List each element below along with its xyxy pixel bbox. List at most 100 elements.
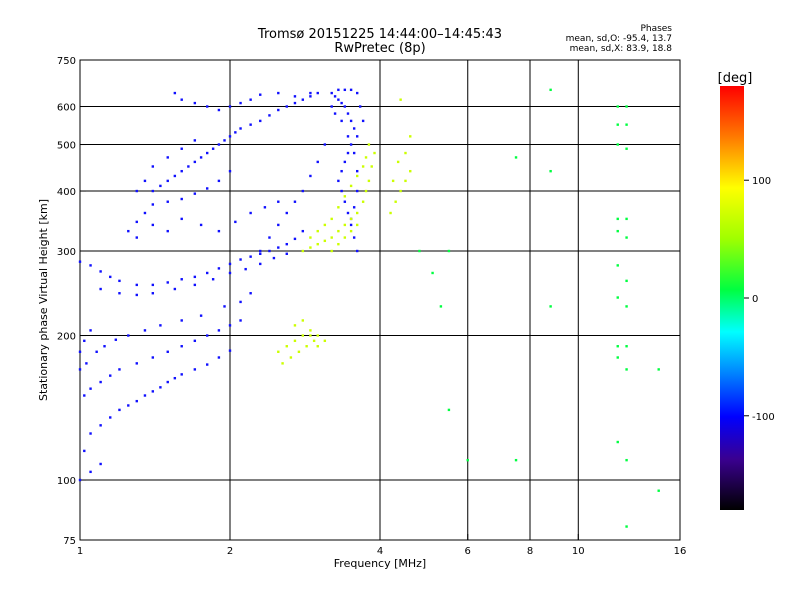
colorbar-tick-label: -100 [752, 412, 775, 423]
data-point [166, 179, 169, 183]
data-point [99, 270, 102, 273]
data-point [323, 239, 327, 243]
y-axis-label: Stationary phase Virtual Height [km] [37, 199, 50, 401]
data-point [217, 329, 221, 332]
data-point [343, 88, 347, 92]
data-point [239, 319, 242, 322]
data-point [159, 324, 162, 327]
data-point [330, 105, 333, 108]
data-point [143, 394, 147, 397]
y-tick-label: 750 [57, 56, 76, 67]
data-point [285, 345, 288, 348]
data-point [249, 123, 252, 126]
data-point [187, 165, 190, 168]
data-point [616, 229, 619, 233]
data-point [277, 350, 280, 353]
data-point [316, 334, 319, 337]
data-point [99, 462, 102, 466]
data-point [228, 169, 232, 173]
data-point [289, 356, 293, 359]
data-point [143, 329, 147, 332]
data-point [343, 200, 347, 203]
data-point [135, 189, 138, 193]
data-point [346, 151, 350, 155]
data-point [404, 179, 407, 183]
data-point [337, 98, 340, 101]
data-point [352, 151, 356, 155]
data-point [272, 256, 276, 260]
data-point [301, 319, 305, 322]
data-point [625, 279, 628, 283]
data-point [625, 458, 628, 462]
data-point [309, 236, 312, 239]
data-point [259, 252, 262, 256]
data-point [301, 334, 305, 337]
data-point [305, 345, 308, 348]
data-point [293, 339, 297, 343]
data-point [625, 147, 628, 150]
data-point [78, 260, 82, 263]
data-point [118, 279, 121, 283]
data-point [431, 271, 434, 275]
data-point [346, 135, 350, 138]
data-point [616, 105, 619, 108]
data-point [259, 249, 262, 253]
data-point [309, 95, 312, 98]
axis-ticks: 1 2 4 6 8 10 16 75 100 200 300 400 500 600 750 [57, 56, 686, 557]
data-point [323, 143, 327, 146]
data-point [343, 195, 347, 198]
data-point [340, 189, 343, 193]
data-point [391, 179, 395, 183]
data-point [616, 123, 619, 126]
data-point [549, 169, 552, 173]
x-tick-label: 4 [377, 546, 383, 557]
data-point [337, 242, 340, 246]
data-point [103, 345, 106, 348]
data-point [239, 258, 242, 261]
data-point [118, 408, 121, 412]
data-point [396, 160, 400, 164]
data-point [249, 292, 252, 295]
data-point [223, 305, 226, 308]
data-point [239, 300, 242, 304]
data-point [228, 262, 232, 266]
data-point [205, 271, 209, 275]
data-point [143, 211, 147, 215]
data-point [355, 211, 359, 215]
data-point [364, 189, 368, 193]
data-point [358, 105, 362, 108]
data-point [159, 184, 162, 188]
data-point [297, 350, 301, 353]
data-point [349, 217, 353, 221]
data-point [199, 314, 203, 317]
data-point [180, 319, 183, 322]
data-point [180, 98, 183, 101]
data-point [277, 223, 280, 227]
data-point [616, 264, 619, 267]
data-point [309, 174, 312, 178]
x-axis-label: Frequency [MHz] [334, 557, 426, 570]
data-point [370, 165, 373, 168]
colorbar-label: [deg] [718, 71, 753, 86]
data-point [337, 229, 340, 233]
data-point [447, 408, 451, 412]
data-point [151, 203, 155, 206]
data-point [173, 174, 177, 178]
data-point [83, 449, 86, 453]
data-point [205, 187, 209, 190]
data-point [249, 255, 252, 258]
data-point [549, 305, 552, 308]
data-point [616, 143, 619, 146]
data-point [180, 373, 183, 376]
data-point [127, 334, 130, 337]
x-tick-label: 2 [227, 546, 233, 557]
data-point [367, 179, 371, 183]
data-point [109, 374, 112, 377]
data-point [180, 217, 183, 221]
data-point [159, 386, 162, 389]
data-point [228, 271, 232, 275]
data-point [135, 236, 138, 239]
data-point [99, 287, 102, 291]
data-point [78, 368, 82, 371]
x-tick-label: 8 [527, 546, 533, 557]
